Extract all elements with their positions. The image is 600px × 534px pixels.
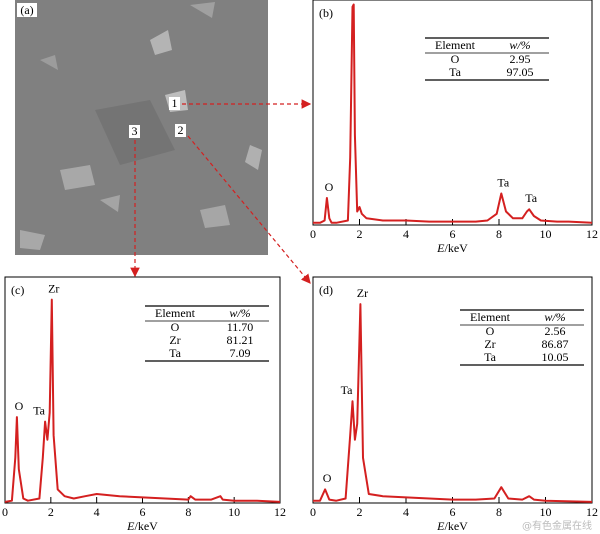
peak-label: Ta — [33, 403, 45, 417]
table-header: Element — [470, 310, 511, 324]
x-tick-label: 0 — [310, 505, 316, 519]
panel-label: (a) — [20, 3, 33, 17]
x-tick-label: 4 — [403, 227, 409, 241]
arrow — [187, 135, 311, 284]
spectrum-line — [313, 303, 593, 503]
x-tick-label: 12 — [586, 505, 598, 519]
x-tick-label: 10 — [540, 227, 552, 241]
table-cell: Zr — [484, 337, 495, 351]
peak-label: O — [325, 180, 334, 194]
table-cell: 81.21 — [227, 333, 254, 347]
table-cell: O — [451, 52, 460, 66]
table-header: Element — [155, 306, 196, 320]
x-tick-label: 2 — [357, 505, 363, 519]
table-cell: Ta — [484, 350, 496, 364]
sem-image: (a) 1 2 3 — [15, 0, 268, 255]
table-cell: 2.56 — [545, 324, 566, 338]
x-axis-label-unit: /keV — [135, 519, 159, 533]
x-axis-label: E/keV — [126, 519, 158, 533]
x-tick-label: 12 — [274, 505, 286, 519]
table-cell: 97.05 — [507, 65, 534, 79]
table-cell: Ta — [169, 346, 181, 360]
panel-label: (b) — [319, 6, 333, 20]
x-axis-label-unit: /keV — [445, 519, 469, 533]
x-tick-label: 4 — [94, 505, 100, 519]
x-tick-label: 8 — [496, 505, 502, 519]
x-axis-label-unit: /keV — [445, 241, 469, 255]
x-axis-label: E/keV — [436, 519, 468, 533]
peak-label: Zr — [357, 286, 368, 300]
table-header: Element — [435, 38, 476, 52]
table-header: w/% — [229, 306, 250, 320]
x-tick-label: 6 — [450, 505, 456, 519]
table-cell: Ta — [449, 65, 461, 79]
panel-label: (d) — [319, 283, 333, 297]
x-axis-label: E/keV — [436, 241, 468, 255]
table-cell: 2.95 — [510, 52, 531, 66]
x-tick-label: 0 — [2, 505, 8, 519]
x-tick-label: 6 — [140, 505, 146, 519]
x-tick-label: 8 — [185, 505, 191, 519]
x-tick-label: 2 — [48, 505, 54, 519]
table-cell: O — [171, 320, 180, 334]
peak-label: O — [15, 399, 24, 413]
x-axis-label-symbol: E — [126, 519, 135, 533]
x-tick-label: 0 — [310, 227, 316, 241]
x-axis-label-symbol: E — [436, 241, 445, 255]
peak-label: Zr — [48, 281, 59, 295]
x-axis-label-symbol: E — [436, 519, 445, 533]
peak-label: O — [323, 471, 332, 485]
x-tick-label: 10 — [228, 505, 240, 519]
peak-label: Ta — [525, 191, 537, 205]
panel-label: (c) — [11, 283, 24, 297]
table-header: w/% — [509, 38, 530, 52]
point-label: 1 — [172, 96, 178, 110]
peak-label: Ta — [341, 383, 353, 397]
x-tick-label: 2 — [357, 227, 363, 241]
table-cell: 7.09 — [230, 346, 251, 360]
spectrum-line — [4, 298, 281, 503]
table-cell: 11.70 — [227, 320, 254, 334]
table-cell: 86.87 — [542, 337, 569, 351]
arrows — [130, 99, 312, 284]
table-cell: O — [486, 324, 495, 338]
x-tick-label: 4 — [403, 505, 409, 519]
x-tick-label: 8 — [496, 227, 502, 241]
spectrum-line — [313, 3, 593, 224]
point-label: 2 — [178, 123, 184, 137]
x-tick-label: 6 — [450, 227, 456, 241]
x-tick-label: 10 — [540, 505, 552, 519]
table-cell: 10.05 — [542, 350, 569, 364]
table-header: w/% — [544, 310, 565, 324]
table-cell: Zr — [169, 333, 180, 347]
watermark: @有色金属在线 — [522, 519, 592, 532]
x-tick-label: 12 — [586, 227, 598, 241]
peak-label: Ta — [497, 175, 509, 189]
point-label: 3 — [132, 124, 138, 138]
